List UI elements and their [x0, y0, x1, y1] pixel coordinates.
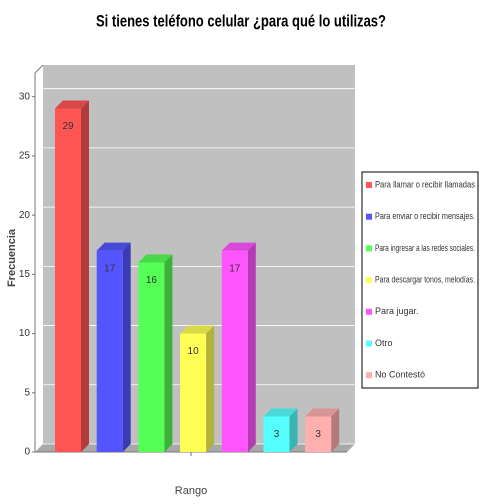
bar-top — [138, 254, 173, 263]
x-axis-label: Rango — [175, 485, 207, 497]
legend-swatch — [366, 340, 372, 347]
bar — [96, 250, 123, 452]
y-tick-label: 5 — [24, 387, 30, 398]
y-tick-label: 15 — [19, 269, 31, 280]
legend-swatch — [366, 372, 372, 379]
y-tick-label: 10 — [19, 328, 31, 339]
value-label: 17 — [104, 263, 116, 274]
bar-top — [263, 408, 298, 417]
y-tick-label: 25 — [19, 151, 31, 162]
bar-side — [331, 408, 340, 452]
bar — [221, 250, 248, 452]
y-tick-label: 20 — [19, 210, 31, 221]
chart-title: Si tienes teléfono celular ¿para qué lo … — [96, 11, 386, 30]
legend-label: Para llamar o recibir llamadas — [375, 179, 475, 189]
bar-top — [55, 100, 89, 109]
bar-top — [180, 325, 215, 334]
bar-side — [122, 242, 131, 452]
bar-side — [206, 325, 215, 452]
y-axis-3d — [34, 64, 44, 74]
legend-label: Para enviar o recibir mensajes. — [375, 211, 475, 221]
bar — [138, 262, 165, 452]
legend-label: Para descargar tonos, melodías. — [375, 274, 475, 284]
y-tick-label: 30 — [19, 91, 31, 102]
value-label: 3 — [274, 429, 280, 440]
legend-box — [361, 171, 479, 389]
legend-label: Otro — [375, 338, 393, 348]
bar-side — [247, 242, 256, 452]
legend-swatch — [366, 182, 372, 188]
y-axis-label: Frecuencia — [6, 228, 18, 287]
legend-swatch — [366, 213, 372, 220]
bar — [180, 333, 207, 452]
bar-top — [305, 408, 340, 417]
bar-top — [96, 242, 131, 251]
legend-label: Para ingresar a las redes sociales. — [375, 243, 475, 253]
bar — [55, 108, 81, 452]
bar-side — [81, 100, 89, 452]
value-label: 3 — [315, 429, 321, 440]
value-label: 29 — [62, 121, 74, 132]
bar-side — [289, 408, 298, 452]
bar — [305, 416, 332, 452]
legend-swatch — [366, 277, 372, 284]
legend-label: Para jugar. — [375, 306, 419, 316]
bar-side — [164, 254, 173, 452]
value-label: 17 — [229, 263, 241, 274]
legend-swatch — [366, 308, 372, 315]
legend-swatch — [366, 245, 372, 252]
legend-label: No Contestó — [375, 370, 425, 380]
y-tick-label: 0 — [24, 447, 30, 458]
value-label: 10 — [188, 346, 200, 357]
value-label: 16 — [146, 275, 158, 286]
bar — [263, 416, 290, 452]
bar-top — [221, 242, 256, 251]
